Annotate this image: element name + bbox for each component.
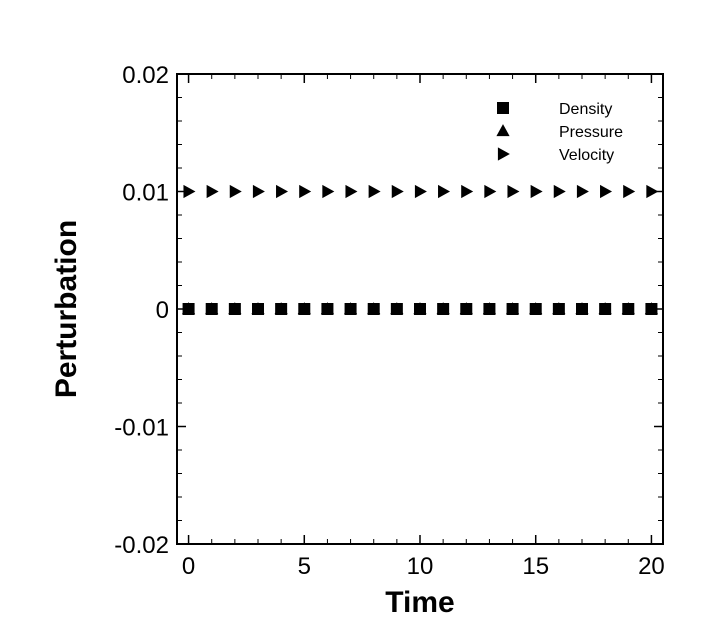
- velocity-point: [530, 184, 543, 199]
- y-tick-label: 0: [156, 297, 169, 324]
- pressure-point: [367, 302, 381, 315]
- pressure-point: [436, 302, 450, 315]
- pressure-point: [552, 302, 566, 315]
- legend: Density Pressure Velocity: [496, 101, 623, 164]
- y-tick-label: -0.02: [114, 532, 169, 559]
- velocity-point: [507, 184, 520, 199]
- velocity-point: [646, 184, 659, 199]
- velocity-point: [414, 184, 427, 199]
- velocity-point: [299, 184, 312, 199]
- pressure-point: [482, 302, 497, 315]
- y-tick-label: 0.01: [122, 180, 169, 207]
- pressure-point: [413, 302, 427, 315]
- pressure-point: [505, 302, 520, 315]
- legend-marker-density: [497, 102, 509, 114]
- velocity-point: [484, 184, 497, 199]
- pressure-point: [598, 302, 612, 315]
- pressure-point: [297, 302, 311, 315]
- pressure-point: [181, 302, 196, 315]
- y-tick-label: -0.01: [114, 415, 169, 442]
- x-tick-label: 5: [298, 553, 311, 580]
- velocity-point: [438, 184, 451, 199]
- y-axis-title: Perturbation: [50, 220, 83, 398]
- velocity-point: [391, 184, 404, 199]
- tick-labels: 0 5 10 15 20 -0.02 -0.01 0 0.01 0.02: [114, 62, 664, 580]
- legend-marker-velocity: [497, 147, 510, 161]
- y-tick-label: 0.02: [122, 62, 169, 89]
- velocity-point: [206, 184, 219, 199]
- pressure-point: [390, 302, 404, 315]
- axis-ticks: [177, 73, 663, 545]
- velocity-point: [461, 184, 474, 199]
- pressure-point: [274, 302, 288, 315]
- x-tick-label: 0: [182, 553, 195, 580]
- x-tick-label: 10: [407, 553, 434, 580]
- velocity-point: [345, 184, 358, 199]
- pressure-point: [529, 302, 543, 315]
- pressure-point: [644, 302, 659, 315]
- velocity-point: [276, 184, 289, 199]
- data-markers: [181, 184, 659, 315]
- velocity-point: [183, 184, 196, 199]
- legend-label-density: Density: [559, 101, 612, 118]
- velocity-point: [576, 184, 589, 199]
- legend-marker-pressure: [496, 124, 510, 137]
- x-axis-title: Time: [385, 586, 454, 619]
- pressure-point: [320, 302, 335, 315]
- velocity-point: [553, 184, 566, 199]
- pressure-point: [621, 302, 635, 315]
- velocity-point: [322, 184, 335, 199]
- legend-label-velocity: Velocity: [559, 147, 614, 164]
- pressure-point: [459, 302, 473, 315]
- velocity-point: [623, 184, 636, 199]
- velocity-point: [368, 184, 381, 199]
- pressure-point: [251, 302, 265, 315]
- velocity-point: [252, 184, 265, 199]
- pressure-point: [228, 302, 242, 315]
- legend-label-pressure: Pressure: [559, 124, 623, 141]
- pressure-point: [343, 302, 358, 315]
- velocity-point: [600, 184, 613, 199]
- x-tick-label: 20: [638, 553, 665, 580]
- pressure-point: [205, 302, 219, 315]
- pressure-point: [575, 302, 589, 315]
- velocity-point: [229, 184, 242, 199]
- x-tick-label: 15: [522, 553, 549, 580]
